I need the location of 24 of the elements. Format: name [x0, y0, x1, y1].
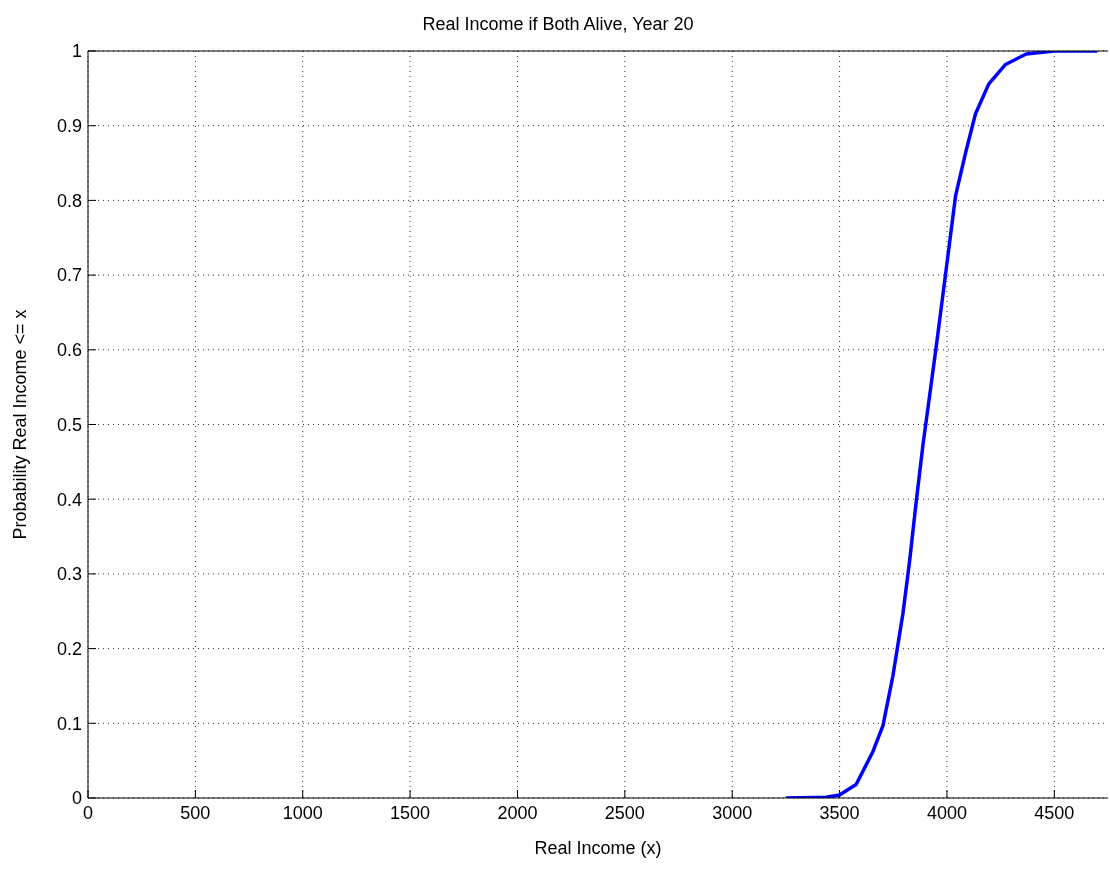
x-tick-label: 2500 [604, 802, 645, 823]
y-tick-label: 0 [71, 788, 82, 809]
x-axis-title: Real Income (x) [534, 838, 662, 858]
y-tick-label: 1 [71, 41, 82, 62]
x-tick-label: 4000 [926, 802, 967, 823]
x-tick-label: 2000 [497, 802, 538, 823]
x-tick-label: 1000 [282, 802, 323, 823]
y-tick-label: 0.2 [56, 638, 82, 659]
line-series [784, 51, 1100, 798]
y-tick-label: 0.7 [56, 265, 82, 286]
x-tick-label: 4500 [1034, 802, 1075, 823]
y-axis-title: Probability Real Income <= x [10, 309, 31, 540]
y-tick-label: 0.8 [56, 190, 82, 211]
x-tick-label: 500 [180, 802, 211, 823]
y-tick-label: 0.9 [56, 116, 82, 137]
chart-title: Real Income if Both Alive, Year 20 [421, 14, 695, 35]
y-tick-label: 0.1 [56, 713, 82, 734]
y-tick-label: 0.3 [56, 564, 82, 585]
y-tick-label: 0.4 [56, 489, 82, 510]
y-tick-label: 0.5 [56, 414, 82, 435]
x-tick-label: 3500 [819, 802, 860, 823]
y-tick-label: 0.6 [56, 340, 82, 361]
x-tick-label: 3000 [712, 802, 753, 823]
x-tick-label: 1500 [390, 802, 431, 823]
